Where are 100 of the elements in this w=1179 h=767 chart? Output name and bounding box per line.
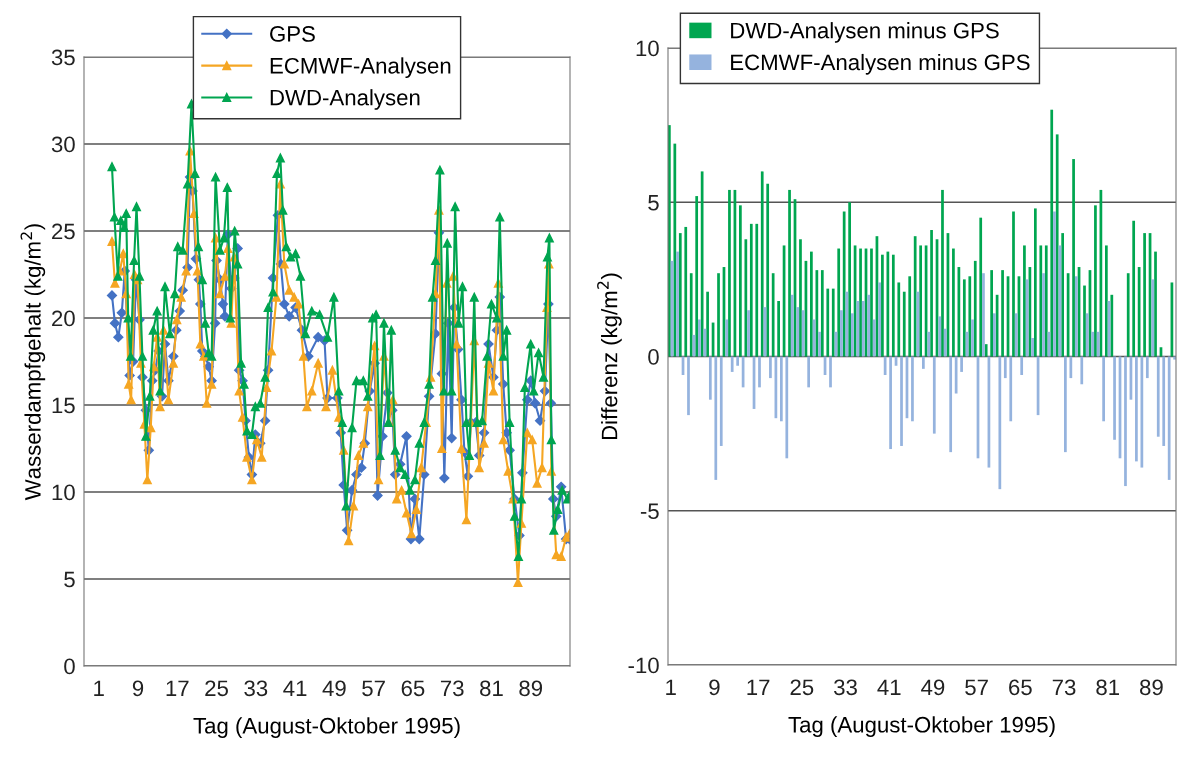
bar	[728, 189, 731, 357]
x-tick-label: 89	[519, 680, 543, 697]
bar	[941, 189, 944, 357]
bar	[744, 239, 748, 357]
bar	[1140, 356, 1144, 468]
bar	[1135, 356, 1138, 462]
bar	[1055, 134, 1059, 357]
bar	[810, 251, 813, 357]
bar	[831, 288, 835, 357]
bar	[706, 291, 709, 357]
bar	[760, 171, 764, 357]
bar	[788, 189, 791, 357]
bar	[1061, 233, 1065, 357]
bar	[968, 276, 972, 357]
bar	[1033, 208, 1037, 357]
bar	[820, 270, 824, 357]
legend-label: GPS	[270, 26, 315, 42]
bar	[801, 310, 805, 357]
bar	[1085, 313, 1089, 357]
bar	[1012, 211, 1015, 357]
bar	[758, 356, 761, 388]
bar	[842, 211, 846, 357]
y-tick-label: 0	[648, 349, 659, 365]
bar	[960, 356, 963, 372]
bar	[979, 217, 983, 357]
y-tick-label: 10	[636, 40, 659, 57]
bar	[747, 310, 750, 357]
y-tick-label: 5	[64, 571, 75, 588]
bar	[927, 331, 931, 357]
bar	[739, 205, 742, 357]
bar	[725, 319, 729, 357]
x-axis-title: Tag (August-Oktober 1995)	[193, 717, 460, 738]
bar	[1064, 356, 1067, 453]
x-tick-label: 73	[440, 680, 464, 697]
bar	[818, 331, 821, 357]
bar	[689, 273, 693, 357]
bar	[982, 273, 985, 357]
bar	[698, 319, 701, 357]
bar	[769, 356, 772, 379]
bar	[922, 356, 925, 369]
bar	[1009, 356, 1013, 422]
x-tick-label: 1	[94, 680, 104, 696]
x-tick-label: 41	[283, 680, 307, 696]
bar	[872, 319, 876, 357]
bar	[952, 248, 955, 357]
bar	[796, 307, 800, 357]
bar	[1050, 109, 1054, 357]
bar	[886, 251, 890, 357]
legend-label: ECMWF-Analysen minus GPS	[731, 53, 1030, 75]
x-tick-label: 41	[877, 679, 901, 695]
x-tick-label: 33	[244, 680, 268, 697]
y-tick-label: 25	[52, 223, 75, 240]
bar	[1039, 245, 1043, 357]
legend-label: DWD-Analysen minus GPS	[731, 22, 999, 43]
bar	[1025, 279, 1029, 357]
bar	[1044, 245, 1048, 357]
bar	[826, 288, 830, 357]
y-tick-label: 30	[51, 136, 75, 153]
x-tick-label: 49	[921, 679, 945, 696]
bar	[1132, 220, 1136, 357]
bar	[700, 171, 704, 357]
bar	[719, 356, 723, 446]
bar	[870, 248, 873, 357]
bar	[962, 279, 966, 357]
bar	[1020, 356, 1024, 376]
bar	[1014, 313, 1018, 357]
x-tick-label: 81	[1096, 679, 1119, 696]
x-tick-label: 65	[1009, 679, 1032, 696]
bar	[984, 344, 988, 357]
bar	[1080, 356, 1084, 385]
x-tick-label: 81	[480, 680, 503, 697]
bar	[998, 356, 1002, 490]
x-tick-label: 33	[834, 679, 857, 696]
bar	[850, 313, 854, 357]
bar	[837, 248, 841, 357]
x-tick-label: 57	[362, 680, 385, 697]
bar	[829, 356, 832, 388]
x-tick-label: 57	[965, 679, 988, 696]
bar	[1156, 356, 1160, 437]
bar	[1053, 211, 1056, 357]
y-tick-label: -5	[640, 503, 659, 520]
bar	[1104, 245, 1108, 357]
y-axis-title: Wasserdampfgehalt (kg/m$^{2}$)	[20, 224, 46, 501]
bar	[673, 143, 677, 357]
bar	[749, 223, 753, 357]
y-tick-label: 0	[64, 658, 75, 675]
x-tick-label: 25	[790, 679, 814, 696]
bar	[1031, 337, 1034, 357]
bar	[730, 356, 734, 372]
x-axis-title: Tag (August-Oktober 1995)	[788, 716, 1055, 737]
bar	[1126, 273, 1130, 357]
bar	[932, 356, 936, 434]
bar	[919, 245, 922, 357]
bar	[785, 356, 789, 459]
bar	[1091, 331, 1095, 357]
bar	[766, 183, 770, 357]
bar	[911, 356, 914, 422]
bar	[1151, 279, 1155, 357]
x-tick-label: 65	[401, 680, 425, 697]
bar	[1162, 356, 1166, 446]
